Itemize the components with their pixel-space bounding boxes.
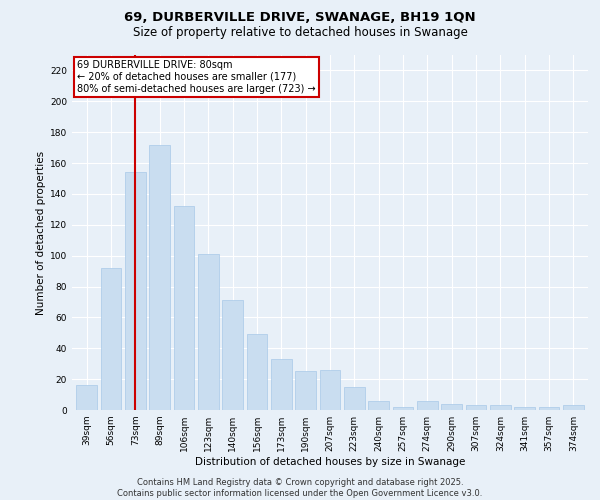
Bar [466,406,487,410]
Bar [514,407,535,410]
Bar [247,334,268,410]
Bar [173,206,194,410]
Text: Contains HM Land Registry data © Crown copyright and database right 2025.
Contai: Contains HM Land Registry data © Crown c… [118,478,482,498]
Bar [344,387,365,410]
Bar [76,386,97,410]
Bar [125,172,146,410]
Bar [563,406,584,410]
Text: 69, DURBERVILLE DRIVE, SWANAGE, BH19 1QN: 69, DURBERVILLE DRIVE, SWANAGE, BH19 1QN [124,11,476,24]
Y-axis label: Number of detached properties: Number of detached properties [36,150,46,314]
Bar [101,268,121,410]
X-axis label: Distribution of detached houses by size in Swanage: Distribution of detached houses by size … [195,457,465,467]
Bar [149,144,170,410]
Bar [368,400,389,410]
Bar [539,407,559,410]
Bar [271,359,292,410]
Bar [222,300,243,410]
Bar [442,404,462,410]
Text: 69 DURBERVILLE DRIVE: 80sqm
← 20% of detached houses are smaller (177)
80% of se: 69 DURBERVILLE DRIVE: 80sqm ← 20% of det… [77,60,316,94]
Bar [417,400,438,410]
Bar [490,406,511,410]
Bar [320,370,340,410]
Bar [295,372,316,410]
Bar [198,254,218,410]
Text: Size of property relative to detached houses in Swanage: Size of property relative to detached ho… [133,26,467,39]
Bar [392,407,413,410]
